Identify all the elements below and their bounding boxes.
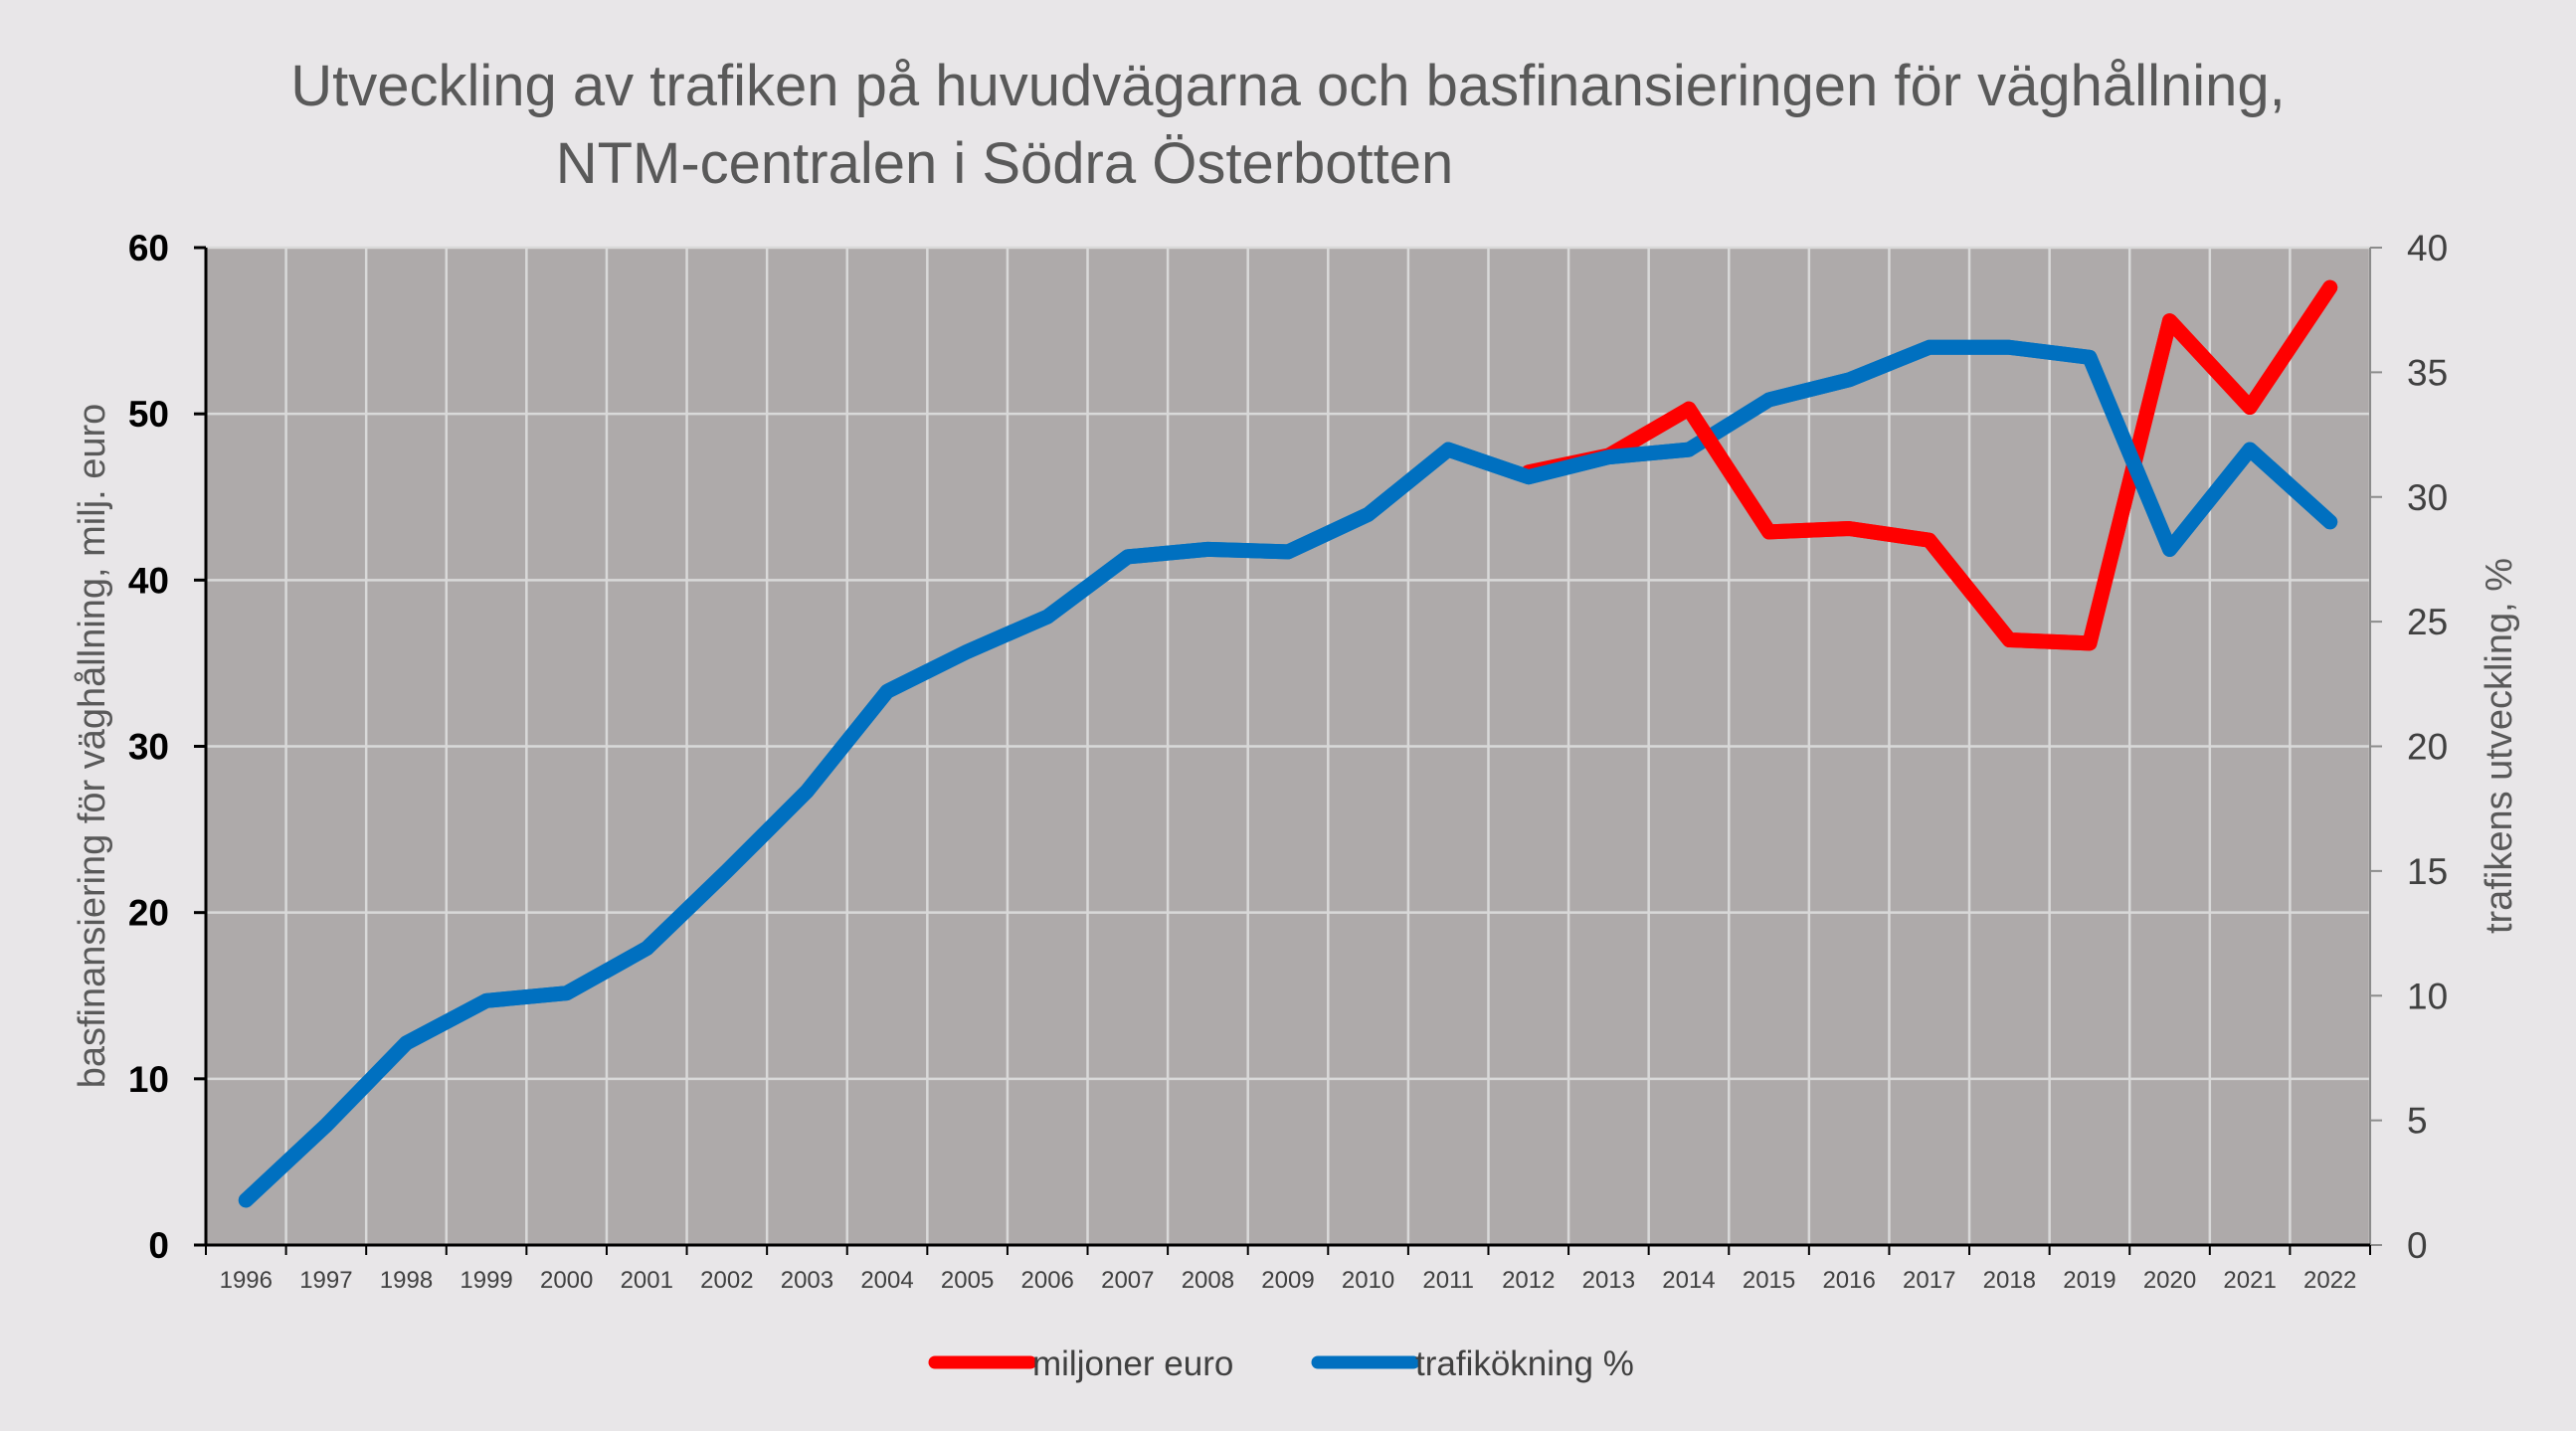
y-left-tick-40: 40 [128, 560, 169, 601]
y-left-tick-60: 60 [128, 228, 169, 268]
y-left-tick-20: 20 [128, 893, 169, 934]
y-right-tick-20: 20 [2407, 727, 2448, 768]
series-line-miljoner-euro-late [1681, 279, 2338, 651]
x-tick-2019: 2019 [2063, 1267, 2116, 1294]
x-tick-1999: 1999 [460, 1267, 512, 1294]
left-y-ticks: 0 10 20 30 40 50 60 [128, 228, 206, 1266]
x-tick-2003: 2003 [781, 1267, 833, 1294]
x-tick-2002: 2002 [700, 1267, 753, 1294]
x-tick-2017: 2017 [1903, 1267, 1955, 1294]
y-right-tick-0: 0 [2407, 1225, 2428, 1266]
y-left-tick-10: 10 [128, 1059, 169, 1100]
x-tick-2021: 2021 [2223, 1267, 2276, 1294]
x-tick-2004: 2004 [860, 1267, 913, 1294]
y-right-tick-35: 35 [2407, 352, 2448, 393]
x-tick-2010: 2010 [1342, 1267, 1394, 1294]
y-right-tick-40: 40 [2407, 228, 2448, 268]
y-axis-left-label: basfinansiering för väghållning, milj. e… [72, 404, 113, 1089]
x-tick-2008: 2008 [1182, 1267, 1234, 1294]
y-right-tick-10: 10 [2407, 976, 2448, 1016]
x-ticks: 1996 1997 1998 1999 2000 2001 2002 2003 2004 2005… [205, 1245, 2371, 1294]
x-tick-2014: 2014 [1662, 1267, 1715, 1294]
x-tick-2011: 2011 [1422, 1267, 1474, 1294]
series-line-trafikokning-overlay [238, 442, 1697, 1208]
right-y-ticks: 0 5 10 15 20 25 30 35 40 [2370, 228, 2448, 1266]
x-tick-2007: 2007 [1101, 1267, 1154, 1294]
series-line-trafikokning-late [1761, 339, 2338, 557]
y-axis-right-label: trafikens utveckling, % [2479, 558, 2520, 934]
x-tick-1998: 1998 [380, 1267, 433, 1294]
x-tick-2000: 2000 [540, 1267, 593, 1294]
chart-title-line-2: NTM-centralen i Södra Österbotten [556, 131, 1454, 196]
y-right-tick-5: 5 [2407, 1101, 2428, 1142]
x-tick-2013: 2013 [1582, 1267, 1635, 1294]
chart-title-line-1: Utveckling av trafiken på huvudvägarna o… [290, 54, 2285, 118]
x-tick-2020: 2020 [2143, 1267, 2196, 1294]
legend-label-trafikokning: trafikökning % [1415, 1344, 1634, 1383]
x-tick-1996: 1996 [220, 1267, 273, 1294]
y-right-tick-15: 15 [2407, 851, 2448, 892]
x-tick-1997: 1997 [299, 1267, 352, 1294]
x-tick-2018: 2018 [1983, 1267, 2036, 1294]
x-tick-2015: 2015 [1743, 1267, 1795, 1294]
legend: miljoner euro trafikökning % [928, 1344, 1634, 1383]
x-tick-2006: 2006 [1021, 1267, 1074, 1294]
series-lines [238, 279, 2338, 1208]
legend-label-miljoner-euro: miljoner euro [1032, 1344, 1233, 1383]
y-left-tick-0: 0 [148, 1225, 169, 1266]
y-right-tick-25: 25 [2407, 602, 2448, 642]
x-tick-2016: 2016 [1822, 1267, 1875, 1294]
x-tick-2005: 2005 [941, 1267, 994, 1294]
gridlines [206, 246, 2372, 1245]
y-right-tick-30: 30 [2407, 477, 2448, 518]
x-tick-2022: 2022 [2303, 1267, 2356, 1294]
y-left-tick-50: 50 [128, 394, 169, 435]
x-tick-2012: 2012 [1502, 1267, 1555, 1294]
x-tick-2009: 2009 [1261, 1267, 1314, 1294]
x-tick-2001: 2001 [621, 1267, 673, 1294]
y-left-tick-30: 30 [128, 727, 169, 768]
